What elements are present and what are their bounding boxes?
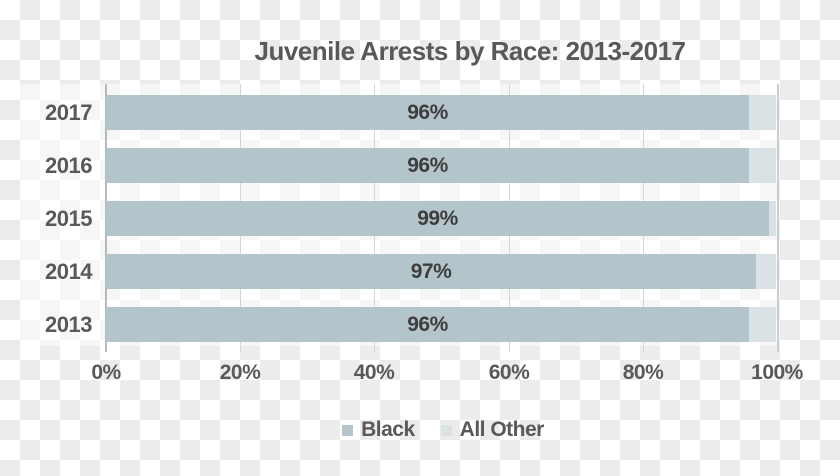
bar-row: 96% [106, 148, 776, 183]
bar-segment-all-other [749, 148, 776, 183]
bar-segment-black: 96% [106, 148, 749, 183]
bar-segment-black: 96% [106, 307, 749, 342]
legend-item-label: All Other [459, 418, 545, 441]
legend-item-label: Black [361, 418, 415, 441]
bar-row: 97% [106, 254, 776, 289]
bar-segment-all-other [749, 307, 776, 342]
y-axis-label: 2013 [45, 312, 92, 337]
x-axis-tick-label: 0% [91, 361, 121, 384]
chart-title: Juvenile Arrests by Race: 2013-2017 [254, 36, 686, 66]
bar-value-label: 96% [407, 100, 448, 124]
x-axis-tick-label: 40% [353, 361, 395, 384]
y-axis-label: 2016 [45, 153, 92, 178]
legend-item: Black [342, 418, 415, 442]
bar-row: 96% [106, 95, 776, 130]
bar-segment-all-other [769, 201, 776, 236]
legend-swatch [440, 424, 452, 436]
y-axis-label: 2014 [45, 259, 92, 284]
x-axis-tick-label: 20% [219, 361, 261, 384]
x-axis-tick-label: 100% [751, 361, 803, 384]
bar-segment-black: 97% [106, 254, 756, 289]
x-axis-tick-label: 80% [622, 361, 664, 384]
y-axis-label: 2017 [45, 100, 92, 125]
x-axis-tick-label: 60% [488, 361, 530, 384]
bar-segment-black: 99% [106, 201, 769, 236]
bar-segment-black: 96% [106, 95, 749, 130]
bar-value-label: 96% [407, 153, 448, 177]
legend-item: All Other [440, 418, 545, 442]
plot-area: 96% 96% 99% 97% 96% [105, 84, 779, 352]
y-axis-label: 2015 [45, 206, 92, 231]
legend-swatch [342, 424, 354, 436]
bar-segment-all-other [756, 254, 776, 289]
gridline [777, 84, 779, 352]
legend: Black All Other [0, 418, 840, 442]
bar-row: 96% [106, 307, 776, 342]
bar-value-label: 99% [417, 206, 458, 230]
bar-value-label: 97% [410, 259, 452, 283]
bar-row: 99% [106, 201, 776, 236]
bar-value-label: 96% [407, 312, 448, 336]
bar-segment-all-other [749, 95, 776, 130]
